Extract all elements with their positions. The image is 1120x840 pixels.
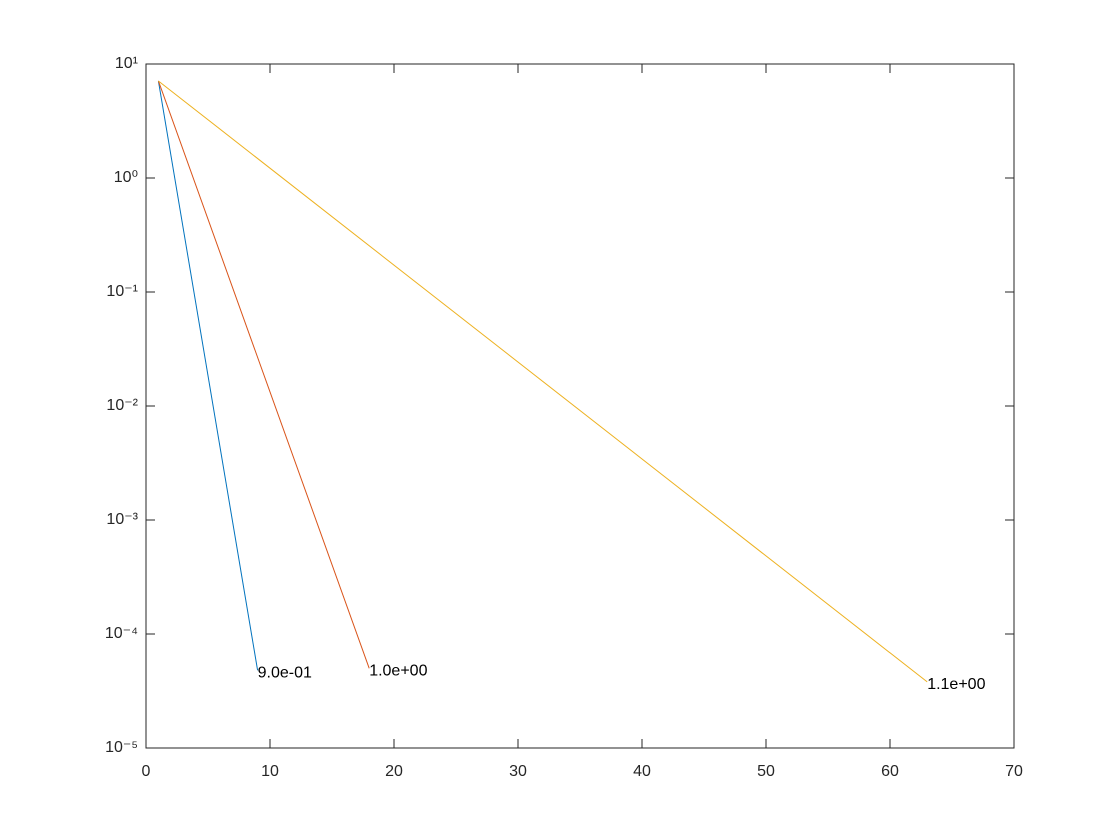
y-tick-label: 10⁻⁴ bbox=[105, 625, 138, 642]
y-tick-label: 10⁻⁵ bbox=[105, 739, 138, 756]
y-tick-label: 10⁻³ bbox=[106, 511, 138, 528]
x-tick-label: 40 bbox=[633, 763, 651, 780]
x-tick-label: 20 bbox=[385, 763, 403, 780]
line bbox=[157, 80, 370, 669]
y-tick-label: 10⁻¹ bbox=[106, 283, 138, 300]
line-label: 9.0e-01 bbox=[258, 665, 312, 682]
x-tick-label: 30 bbox=[509, 763, 527, 780]
line-label: 1.1e+00 bbox=[927, 676, 985, 693]
y-tick-label: 10⁰ bbox=[114, 169, 138, 186]
x-tick-label: 10 bbox=[261, 763, 279, 780]
y-tick-label: 10⁻² bbox=[106, 397, 138, 414]
line-label: 1.0e+00 bbox=[369, 663, 427, 680]
x-tick-label: 50 bbox=[757, 763, 775, 780]
y-tick-label: 10¹ bbox=[115, 55, 138, 72]
line bbox=[157, 80, 259, 671]
line bbox=[158, 80, 928, 683]
x-tick-label: 0 bbox=[142, 763, 151, 780]
x-tick-label: 70 bbox=[1005, 763, 1023, 780]
x-tick-label: 60 bbox=[881, 763, 899, 780]
plot-area bbox=[145, 63, 1015, 749]
